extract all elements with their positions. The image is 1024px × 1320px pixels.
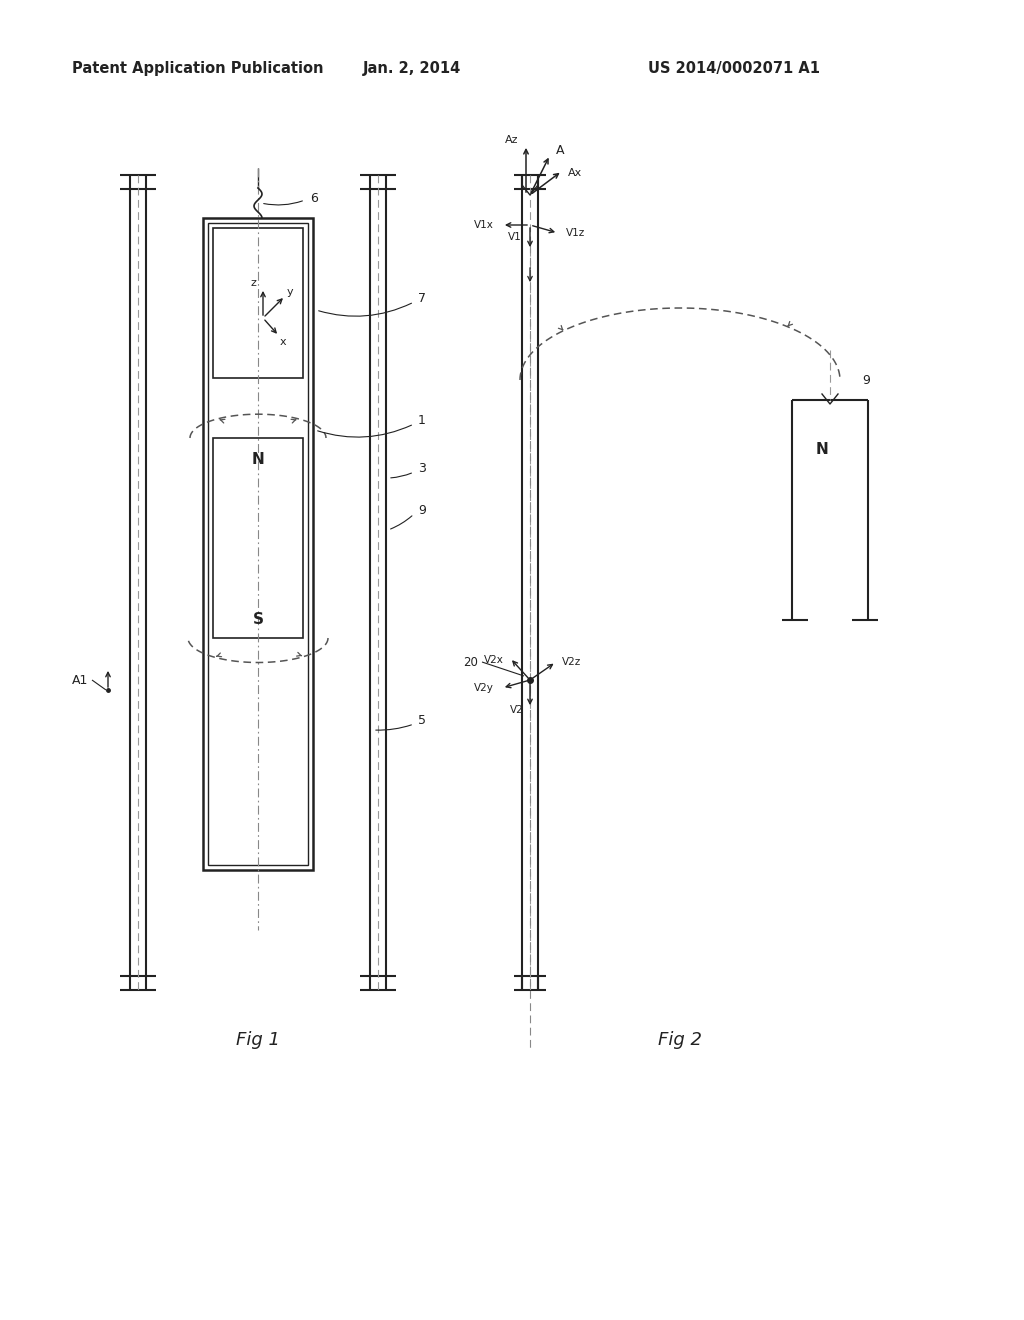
Text: V2: V2 [510,705,524,715]
Text: 3: 3 [418,462,426,474]
Text: V2y: V2y [474,682,494,693]
Text: z: z [250,279,256,288]
Text: V2z: V2z [562,657,582,667]
Text: V1z: V1z [566,228,586,238]
Text: 5: 5 [418,714,426,726]
Text: S: S [253,612,263,627]
Text: 6: 6 [310,191,317,205]
Text: 7: 7 [418,292,426,305]
Text: x: x [280,337,287,347]
Text: Patent Application Publication: Patent Application Publication [72,61,324,75]
Bar [208,223,308,865]
Bar [213,438,303,638]
Text: Jan. 2, 2014: Jan. 2, 2014 [362,61,461,75]
Text: Fig 1: Fig 1 [236,1031,280,1049]
Bar [213,228,303,378]
Text: V2x: V2x [484,655,504,665]
Text: N: N [252,453,264,467]
Text: y: y [287,286,293,297]
Text: 9: 9 [862,374,869,387]
Text: Az: Az [505,135,519,145]
Text: A1: A1 [72,673,88,686]
Text: V1x: V1x [474,220,494,230]
Text: 1: 1 [418,413,426,426]
Text: Fig 2: Fig 2 [658,1031,702,1049]
Text: 9: 9 [418,503,426,516]
Bar [203,218,313,870]
Text: Ax: Ax [568,168,583,178]
Text: 20: 20 [463,656,478,668]
Text: US 2014/0002071 A1: US 2014/0002071 A1 [648,61,820,75]
Text: V1: V1 [508,232,522,242]
Text: A: A [556,144,564,157]
Text: N: N [816,442,828,458]
